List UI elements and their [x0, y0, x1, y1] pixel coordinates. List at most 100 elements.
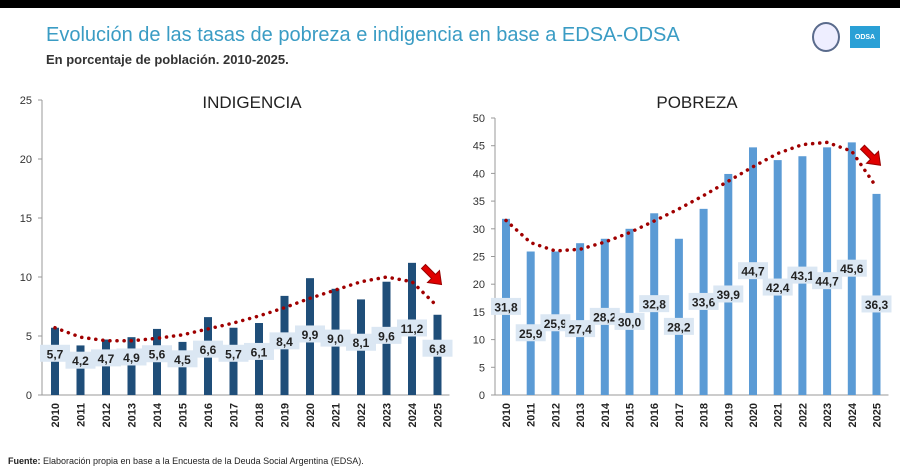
indigencia-x-tick: 2016	[203, 403, 215, 427]
indigencia-data-label-bg	[193, 340, 223, 358]
indigencia-data-label: 4,9	[123, 351, 140, 365]
indigencia-data-label: 6,1	[251, 345, 268, 359]
pobreza-y-tick: 45	[473, 141, 485, 153]
top-bar	[0, 0, 900, 8]
pobreza-x-tick: 2023	[822, 403, 834, 427]
pobreza-data-label: 30,0	[618, 315, 642, 329]
pobreza-x-tick: 2016	[649, 403, 661, 427]
indigencia-y-tick: 20	[20, 154, 32, 166]
indigencia-bar-2015	[178, 341, 187, 395]
page-subtitle: En porcentaje de población. 2010-2025.	[46, 52, 289, 67]
indigencia-data-label: 9,6	[378, 329, 395, 343]
indigencia-x-tick: 2018	[254, 403, 266, 427]
pobreza-data-label-bg	[639, 295, 670, 313]
pobreza-x-tick: 2020	[748, 403, 760, 427]
pobreza-data-label: 39,9	[717, 288, 741, 302]
pobreza-bar-2011	[526, 251, 535, 395]
indigencia-y-tick: 5	[26, 331, 32, 343]
indigencia-x-tick: 2015	[178, 403, 190, 427]
pobreza-y-tick: 15	[473, 307, 485, 319]
pobreza-data-label: 25,9	[519, 327, 543, 341]
pobreza-trendline	[504, 140, 879, 253]
pobreza-data-label-bg	[762, 278, 793, 296]
pobreza-x-tick: 2012	[550, 403, 562, 427]
indigencia-y-tick: 10	[20, 272, 32, 284]
indigencia-data-label-bg	[116, 348, 147, 366]
indigencia-x-tick: 2014	[152, 402, 164, 427]
pobreza-y-tick: 30	[473, 224, 485, 236]
indigencia-x-tick: 2010	[50, 403, 62, 427]
pobreza-x-tick: 2017	[674, 403, 686, 427]
odsa-logo: ODSA	[850, 26, 880, 48]
pobreza-x-tick: 2022	[797, 403, 809, 427]
pobreza-bar-2023	[823, 147, 832, 395]
pobreza-x-tick: 2021	[773, 403, 785, 427]
pobreza-x-tick: 2015	[625, 403, 637, 427]
indigencia-title: INDIGENCIA	[202, 93, 302, 112]
indigencia-data-label-bg	[244, 342, 274, 360]
indigencia-x-tick: 2021	[331, 403, 343, 427]
pobreza-down-arrow-icon	[859, 144, 882, 166]
indigencia-x-tick: 2020	[305, 403, 317, 427]
indigencia-x-tick: 2012	[101, 403, 113, 427]
pobreza-x-tick: 2013	[575, 403, 587, 427]
indigencia-y-tick: 15	[20, 213, 32, 225]
indigencia-data-label: 9,0	[327, 332, 344, 346]
pobreza-data-label-bg	[836, 259, 867, 277]
indigencia-x-tick: 2011	[76, 403, 88, 427]
pobreza-data-label: 42,4	[766, 281, 790, 295]
pobreza-y-tick: 5	[479, 362, 485, 374]
indigencia-x-tick: 2017	[229, 403, 241, 427]
pobreza-data-label-bg	[515, 324, 546, 342]
indigencia-y-tick: 0	[26, 390, 32, 402]
pobreza-x-tick: 2019	[723, 403, 735, 427]
indigencia-down-arrow-icon	[420, 263, 443, 286]
pobreza-x-tick: 2010	[501, 403, 513, 427]
pobreza-y-tick: 20	[473, 279, 485, 291]
indigencia-data-label-bg	[65, 351, 96, 369]
pobreza-data-label-bg	[738, 262, 768, 280]
indigencia-trendline	[53, 275, 440, 343]
indigencia-data-label-bg	[397, 319, 427, 337]
pobreza-data-label: 45,6	[840, 262, 864, 276]
page-title: Evolución de las tasas de pobreza e indi…	[46, 24, 680, 46]
indigencia-data-label-bg	[218, 344, 249, 362]
indigencia-x-tick: 2023	[382, 403, 394, 427]
odsa-logo-text: ODSA	[854, 33, 876, 41]
pobreza-data-label: 25,9	[544, 317, 568, 331]
pobreza-y-tick: 10	[473, 335, 485, 347]
indigencia-data-label-bg	[142, 345, 172, 363]
pobreza-bar-2015	[625, 228, 634, 395]
indigencia-data-label: 6,8	[429, 342, 446, 356]
indigencia-data-label: 4,2	[72, 354, 89, 368]
indigencia-data-label: 4,7	[98, 352, 115, 366]
indigencia-y-tick: 25	[20, 95, 32, 107]
indigencia-data-label-bg	[91, 349, 121, 367]
pobreza-bar-2013	[576, 243, 585, 395]
pobreza-bar-2017	[674, 238, 683, 395]
pobreza-x-tick: 2014	[600, 402, 612, 427]
pobreza-data-label-bg	[812, 272, 843, 290]
indigencia-data-label: 5,7	[225, 347, 242, 361]
pobreza-y-tick: 25	[473, 252, 485, 264]
pobreza-data-label: 44,7	[741, 265, 765, 279]
indigencia-data-label: 4,5	[174, 353, 191, 367]
indigencia-data-label: 9,9	[302, 328, 319, 342]
pobreza-data-label: 44,7	[815, 275, 839, 289]
indigencia-data-label-bg	[371, 326, 402, 344]
pobreza-data-label-bg	[491, 297, 521, 315]
indigencia-bar-2013	[127, 337, 136, 395]
pobreza-title: POBREZA	[656, 93, 738, 112]
indigencia-x-tick: 2013	[127, 403, 139, 427]
pobreza-data-label: 33,6	[692, 295, 716, 309]
indigencia-data-label-bg	[40, 344, 70, 362]
pobreza-data-label: 36,3	[865, 298, 889, 312]
pobreza-bar-2025	[872, 193, 881, 395]
pobreza-y-tick: 40	[473, 168, 485, 180]
indigencia-data-label: 5,7	[47, 347, 64, 361]
source-text: Elaboración propia en base a la Encuesta…	[40, 456, 364, 466]
indigencia-data-label: 8,1	[353, 336, 370, 350]
pobreza-y-tick: 50	[473, 113, 485, 125]
pobreza-x-tick: 2018	[699, 403, 711, 427]
